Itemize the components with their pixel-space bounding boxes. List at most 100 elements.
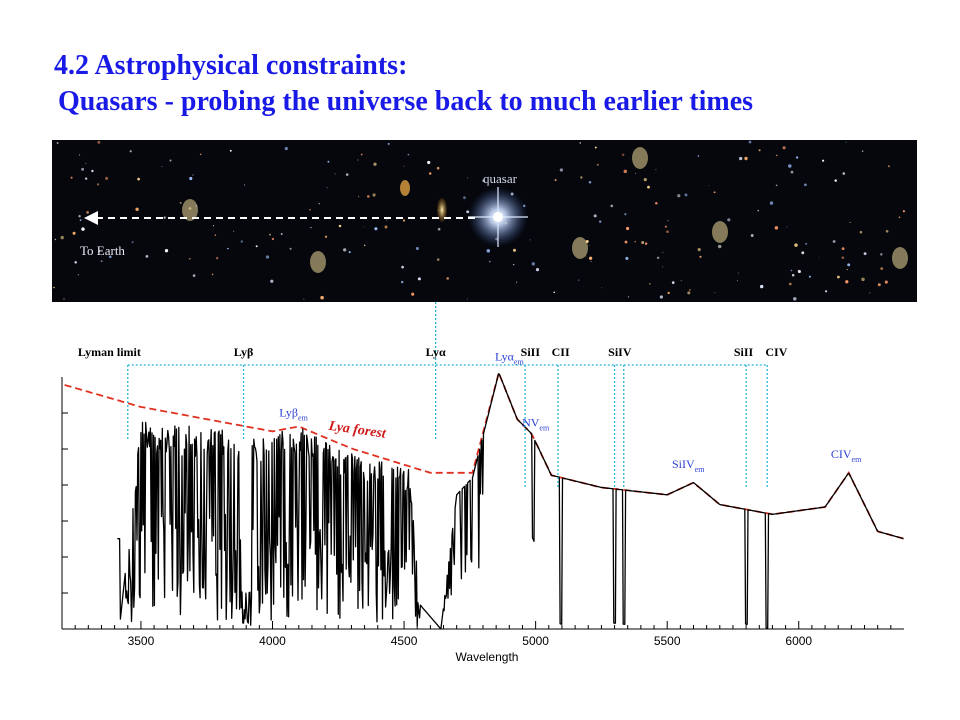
background-star — [70, 176, 73, 179]
emission-label-subscript: em — [852, 455, 863, 464]
background-star — [588, 256, 593, 260]
emission-label-base: Lyα — [495, 350, 515, 364]
background-star — [338, 224, 342, 228]
background-star — [847, 263, 851, 267]
background-star — [588, 181, 592, 184]
x-axis-label: Wavelength — [456, 650, 519, 664]
background-star — [788, 282, 792, 286]
background-star — [466, 298, 468, 300]
background-star — [736, 280, 739, 282]
background-star — [318, 203, 320, 205]
background-star — [793, 297, 797, 301]
background-star — [192, 274, 196, 277]
background-star — [85, 177, 88, 180]
emission-line-label: CIVem — [831, 447, 862, 464]
background-star — [662, 251, 664, 253]
background-star — [649, 283, 651, 285]
background-star — [373, 162, 377, 166]
background-star — [880, 267, 884, 270]
background-star — [363, 244, 366, 247]
emission-label-subscript: em — [695, 465, 706, 474]
background-star — [898, 216, 901, 219]
background-star — [601, 287, 603, 289]
background-star — [374, 227, 378, 231]
background-star — [667, 220, 669, 222]
background-star — [280, 233, 283, 235]
background-star — [623, 169, 628, 174]
background-star — [627, 296, 630, 298]
background-star — [863, 252, 867, 256]
background-star — [861, 150, 864, 153]
background-star — [74, 261, 77, 264]
background-star — [233, 230, 235, 232]
background-star — [91, 169, 94, 173]
background-star — [334, 173, 336, 175]
title-line-2: Quasars - probing the universe back to m… — [58, 86, 754, 117]
background-star — [255, 245, 258, 248]
background-star — [788, 164, 792, 168]
background-star — [834, 179, 837, 182]
spiral-galaxy — [310, 251, 326, 273]
absorption-line-label: SiII — [734, 345, 754, 359]
background-star — [531, 262, 536, 266]
background-star — [625, 256, 629, 260]
background-star — [54, 238, 57, 241]
background-star — [748, 140, 752, 144]
emission-label-subscript: em — [298, 414, 309, 423]
background-star — [622, 153, 625, 156]
background-star — [137, 177, 140, 181]
emission-label-base: CIV — [831, 447, 852, 461]
spiral-galaxy — [892, 247, 908, 269]
emission-line-label: NVem — [522, 415, 550, 432]
background-star — [662, 266, 664, 268]
background-star — [554, 179, 557, 182]
background-star — [727, 218, 731, 222]
spiral-galaxy — [712, 221, 728, 243]
background-star — [757, 210, 759, 212]
background-star — [887, 165, 891, 168]
background-star — [655, 169, 657, 171]
deep-field-sky-image — [52, 140, 917, 302]
background-star — [417, 277, 421, 281]
background-star — [737, 272, 739, 274]
background-star — [60, 235, 64, 240]
background-star — [53, 286, 55, 289]
background-star — [790, 269, 793, 272]
background-star — [486, 249, 491, 253]
background-star — [179, 201, 182, 204]
absorption-line-label: CIV — [765, 345, 787, 359]
background-star — [859, 230, 863, 234]
background-star — [86, 211, 89, 214]
background-star — [644, 242, 648, 245]
background-star — [135, 207, 139, 212]
background-star — [801, 251, 805, 255]
background-star — [713, 191, 716, 194]
quasar-label: quasar — [483, 171, 518, 186]
background-star — [467, 177, 469, 179]
emission-label-base: Lyβ — [279, 406, 298, 420]
background-star — [624, 213, 627, 216]
background-star — [145, 255, 149, 258]
spiral-galaxy — [182, 199, 198, 221]
background-star — [357, 159, 359, 161]
background-star — [634, 241, 636, 243]
background-star — [849, 221, 851, 223]
background-star — [671, 281, 675, 284]
emission-label-base: NV — [522, 415, 540, 429]
background-star — [402, 219, 406, 222]
background-star — [192, 174, 194, 176]
background-star — [189, 176, 193, 181]
spiral-galaxy — [632, 147, 648, 169]
x-tick-label: 5000 — [522, 634, 549, 648]
background-star — [240, 240, 243, 243]
background-star — [243, 184, 246, 186]
background-star — [610, 204, 614, 208]
background-star — [97, 183, 100, 186]
background-star — [825, 290, 828, 293]
background-star — [656, 256, 660, 260]
background-star — [624, 240, 628, 244]
background-star — [666, 230, 669, 234]
background-star — [79, 219, 82, 222]
background-star — [680, 280, 682, 282]
background-star — [271, 237, 275, 241]
